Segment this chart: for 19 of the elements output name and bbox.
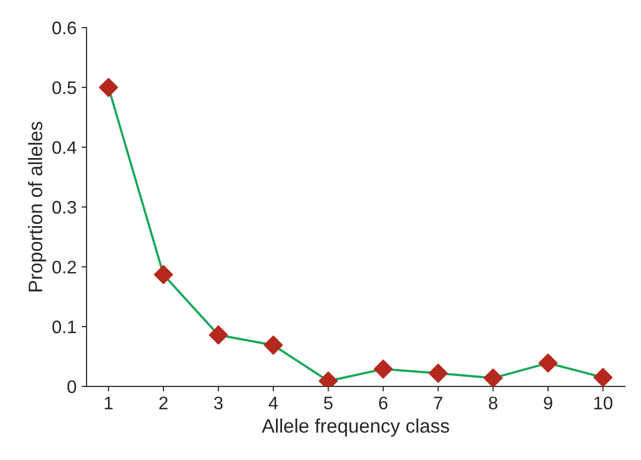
x-tick-label: 6 — [379, 396, 388, 410]
x-axis-title: Allele frequency class — [262, 418, 450, 437]
x-tick-label: 7 — [434, 396, 442, 410]
y-tick-label: 0.5 — [52, 81, 76, 94]
y-axis-title: Proportion of alleles — [28, 122, 46, 292]
x-tick-label: 3 — [214, 396, 223, 410]
y-tick-label: 0.6 — [52, 22, 76, 34]
x-tick-label: 1 — [104, 396, 113, 410]
x-tick-label: 4 — [268, 396, 278, 410]
y-tick-label: 0.2 — [52, 260, 76, 274]
x-tick-label: 2 — [159, 396, 168, 410]
y-tick-label: 0.1 — [52, 320, 76, 334]
x-tick-label: 5 — [324, 396, 333, 410]
y-tick-label: 0.3 — [52, 200, 76, 214]
y-tick-label: 0.4 — [52, 141, 76, 154]
x-tick-label: 9 — [544, 396, 552, 410]
x-tick-label: 10 — [594, 396, 612, 410]
y-tick-label: 0 — [67, 380, 76, 394]
x-tick-label: 8 — [488, 396, 498, 410]
